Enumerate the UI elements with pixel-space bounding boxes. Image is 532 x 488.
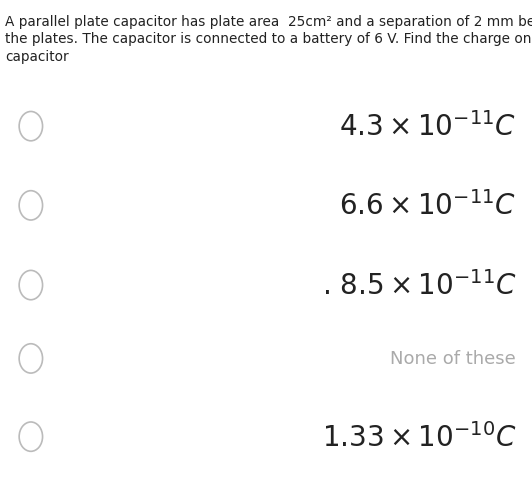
Text: capacitor: capacitor bbox=[5, 50, 69, 64]
Text: . $8.5 \times 10^{-11}C$: . $8.5 \times 10^{-11}C$ bbox=[321, 270, 516, 301]
Text: the plates. The capacitor is connected to a battery of 6 V. Find the charge on t: the plates. The capacitor is connected t… bbox=[5, 32, 532, 46]
Text: A parallel plate capacitor has plate area  25cm² and a separation of 2 mm betwee: A parallel plate capacitor has plate are… bbox=[5, 15, 532, 29]
Text: $6.6 \times 10^{-11}C$: $6.6 \times 10^{-11}C$ bbox=[339, 191, 516, 221]
Text: $1.33 \times 10^{-10}C$: $1.33 \times 10^{-10}C$ bbox=[321, 422, 516, 452]
Text: $4.3 \times 10^{-11}C$: $4.3 \times 10^{-11}C$ bbox=[339, 112, 516, 142]
Text: None of these: None of these bbox=[390, 350, 516, 367]
